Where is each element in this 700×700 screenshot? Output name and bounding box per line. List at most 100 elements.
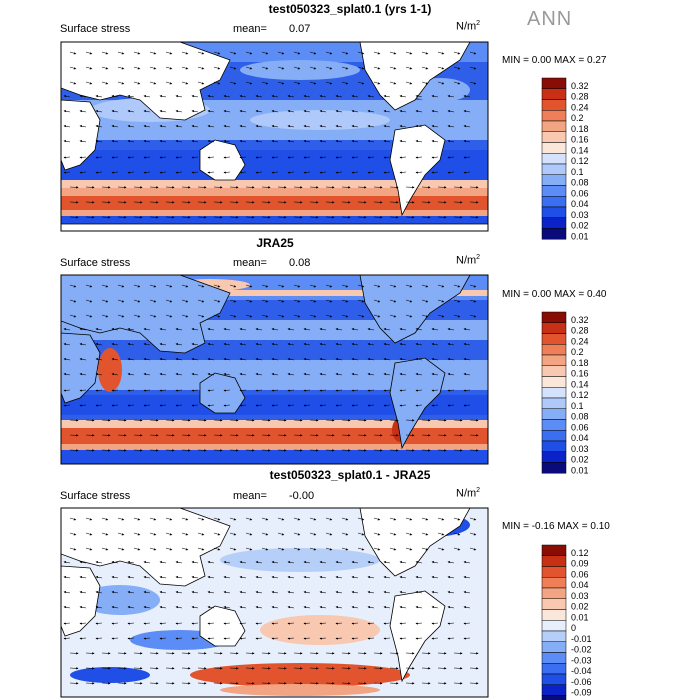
colorbar-1-swatch (541, 185, 567, 197)
colorbar-2-swatch (541, 344, 567, 356)
panel-3-wind-arrow (373, 517, 381, 521)
panel-3-wind-arrow (255, 590, 263, 594)
colorbar-2-label: 0.24 (571, 336, 589, 346)
panel-3-wind-arrow (383, 622, 391, 625)
panel-1-wind-arrow (415, 156, 423, 159)
panel-3-wind-arrow (325, 517, 333, 521)
panel-2-wind-arrow (319, 327, 327, 331)
panel-2-wind-arrow (69, 284, 77, 288)
colorbar-1-label: 0.2 (571, 113, 584, 123)
panel-1-wind-arrow (95, 156, 103, 159)
panel-3-wind-arrow (277, 517, 285, 521)
panel-1-wind-arrow (223, 171, 231, 174)
panel-2-wind-arrow (421, 314, 429, 318)
panel-3-wind-arrow (223, 605, 231, 609)
panel-1-wind-arrow (303, 124, 311, 128)
colorbar-2-swatch (541, 419, 567, 431)
panel-2-wind-arrow (341, 299, 349, 303)
colorbar-3-swatch (541, 684, 567, 696)
colorbar-2-swatch (541, 376, 567, 388)
colorbar-3-swatch (541, 620, 567, 632)
panel-3-wind-arrow (63, 622, 71, 625)
panel-1-wind-arrow (143, 171, 151, 174)
panel-2-wind-arrow (181, 284, 189, 288)
panel-3-wind-arrow (255, 575, 263, 579)
panel-2-wind-arrow (79, 372, 87, 376)
panel-3-wind-arrow (383, 605, 391, 609)
panel-3-units: N/m2 (456, 487, 481, 500)
panel-3-wind-arrow (213, 517, 221, 521)
panel-3-wind-arrow (245, 517, 253, 521)
panel-1-wind-arrow (447, 139, 455, 143)
panel-3-wind-arrow (239, 637, 247, 640)
colorbar-2-swatch (541, 322, 567, 334)
panel-3-wind-arrow (207, 637, 215, 640)
panel-3-wind-arrow (197, 517, 205, 521)
panel-1-wind-arrow (287, 171, 295, 174)
panel-2-wind-arrow (117, 314, 125, 318)
panel-1-wind-arrow (261, 81, 269, 85)
panel-1-wind-arrow (159, 156, 167, 159)
colorbar-3-label: 0.12 (571, 548, 589, 558)
panel-1-wind-arrow (159, 94, 167, 98)
panel-3-wind-arrow (239, 575, 247, 579)
panel-3-wind-arrow (63, 575, 71, 579)
panel-2-wind-arrow (309, 314, 317, 318)
colorbar-1-label: 0.24 (571, 102, 589, 112)
panel-3-wind-arrow (447, 560, 455, 564)
panel-1-wind-arrow (319, 94, 327, 98)
panel-1-wind-arrow (111, 139, 119, 143)
panel-3-wind-arrow (245, 547, 253, 551)
panel-3-wind-arrow (213, 547, 221, 551)
panel-1-wind-arrow (303, 139, 311, 143)
panel-1-wind-arrow (389, 81, 397, 85)
panel-3-wind-arrow (469, 532, 477, 536)
panel-3-wind-arrow (303, 575, 311, 579)
panel-3-wind-arrow (175, 637, 183, 640)
panel-2-wind-arrow (463, 342, 471, 346)
panel-1-wind-arrow (335, 124, 343, 128)
panel-2-wind-arrow (431, 404, 439, 407)
panel-2-wind-arrow (277, 314, 285, 318)
panel-3-wind-arrow (79, 605, 87, 609)
panel-2-wind-arrow (95, 372, 103, 376)
panel-2-wind-arrow (239, 327, 247, 331)
panel-3-wind-arrow (309, 532, 317, 536)
panel-3-wind-arrow (239, 605, 247, 609)
panel-1-wind-arrow (95, 124, 103, 128)
panel-2-wind-arrow (447, 389, 455, 392)
panel-2-wind-arrow (197, 299, 205, 303)
panel-2-wind-arrow (335, 357, 343, 361)
panel-3-wind-arrow (405, 532, 413, 536)
panel-2-wind-arrow (175, 404, 183, 407)
panel-1-wind-arrow (111, 109, 119, 113)
panel-3-wind-arrow (303, 560, 311, 564)
panel-1-wind-arrow (191, 171, 199, 174)
panel-2-wind-arrow (181, 299, 189, 303)
panel-2-wind-arrow (287, 327, 295, 331)
panel-1-wind-arrow (101, 66, 109, 70)
panel-2-wind-arrow (415, 404, 423, 407)
panel-3-wind-arrow (117, 517, 125, 521)
colorbar-3-label: -0.04 (571, 666, 592, 676)
colorbar-3-label: -0.01 (571, 634, 592, 644)
panel-3-wind-arrow (213, 532, 221, 536)
panel-1-wind-arrow (79, 171, 87, 174)
panel-2-wind-arrow (431, 372, 439, 376)
panel-2-wind-arrow (133, 314, 141, 318)
panel-3-wind-arrow (437, 517, 445, 521)
panel-1-wind-arrow (223, 94, 231, 98)
panel-1-wind-arrow (319, 156, 327, 159)
panel-2-wind-arrow (271, 372, 279, 376)
panel-3-wind-arrow (175, 622, 183, 625)
panel-3-wind-arrow (223, 590, 231, 594)
panel-1-wind-arrow (239, 156, 247, 159)
panel-3-wind-arrow (367, 622, 375, 625)
colorbar-3-swatch (541, 652, 567, 664)
panel-3-wind-arrow (351, 622, 359, 625)
colorbar-1-label: 0.06 (571, 188, 589, 198)
panel-1-wind-arrow (143, 124, 151, 128)
panel-2-wind-arrow (207, 404, 215, 407)
panel-1-wind-arrow (79, 109, 87, 113)
panel-2-wind-arrow (223, 389, 231, 392)
